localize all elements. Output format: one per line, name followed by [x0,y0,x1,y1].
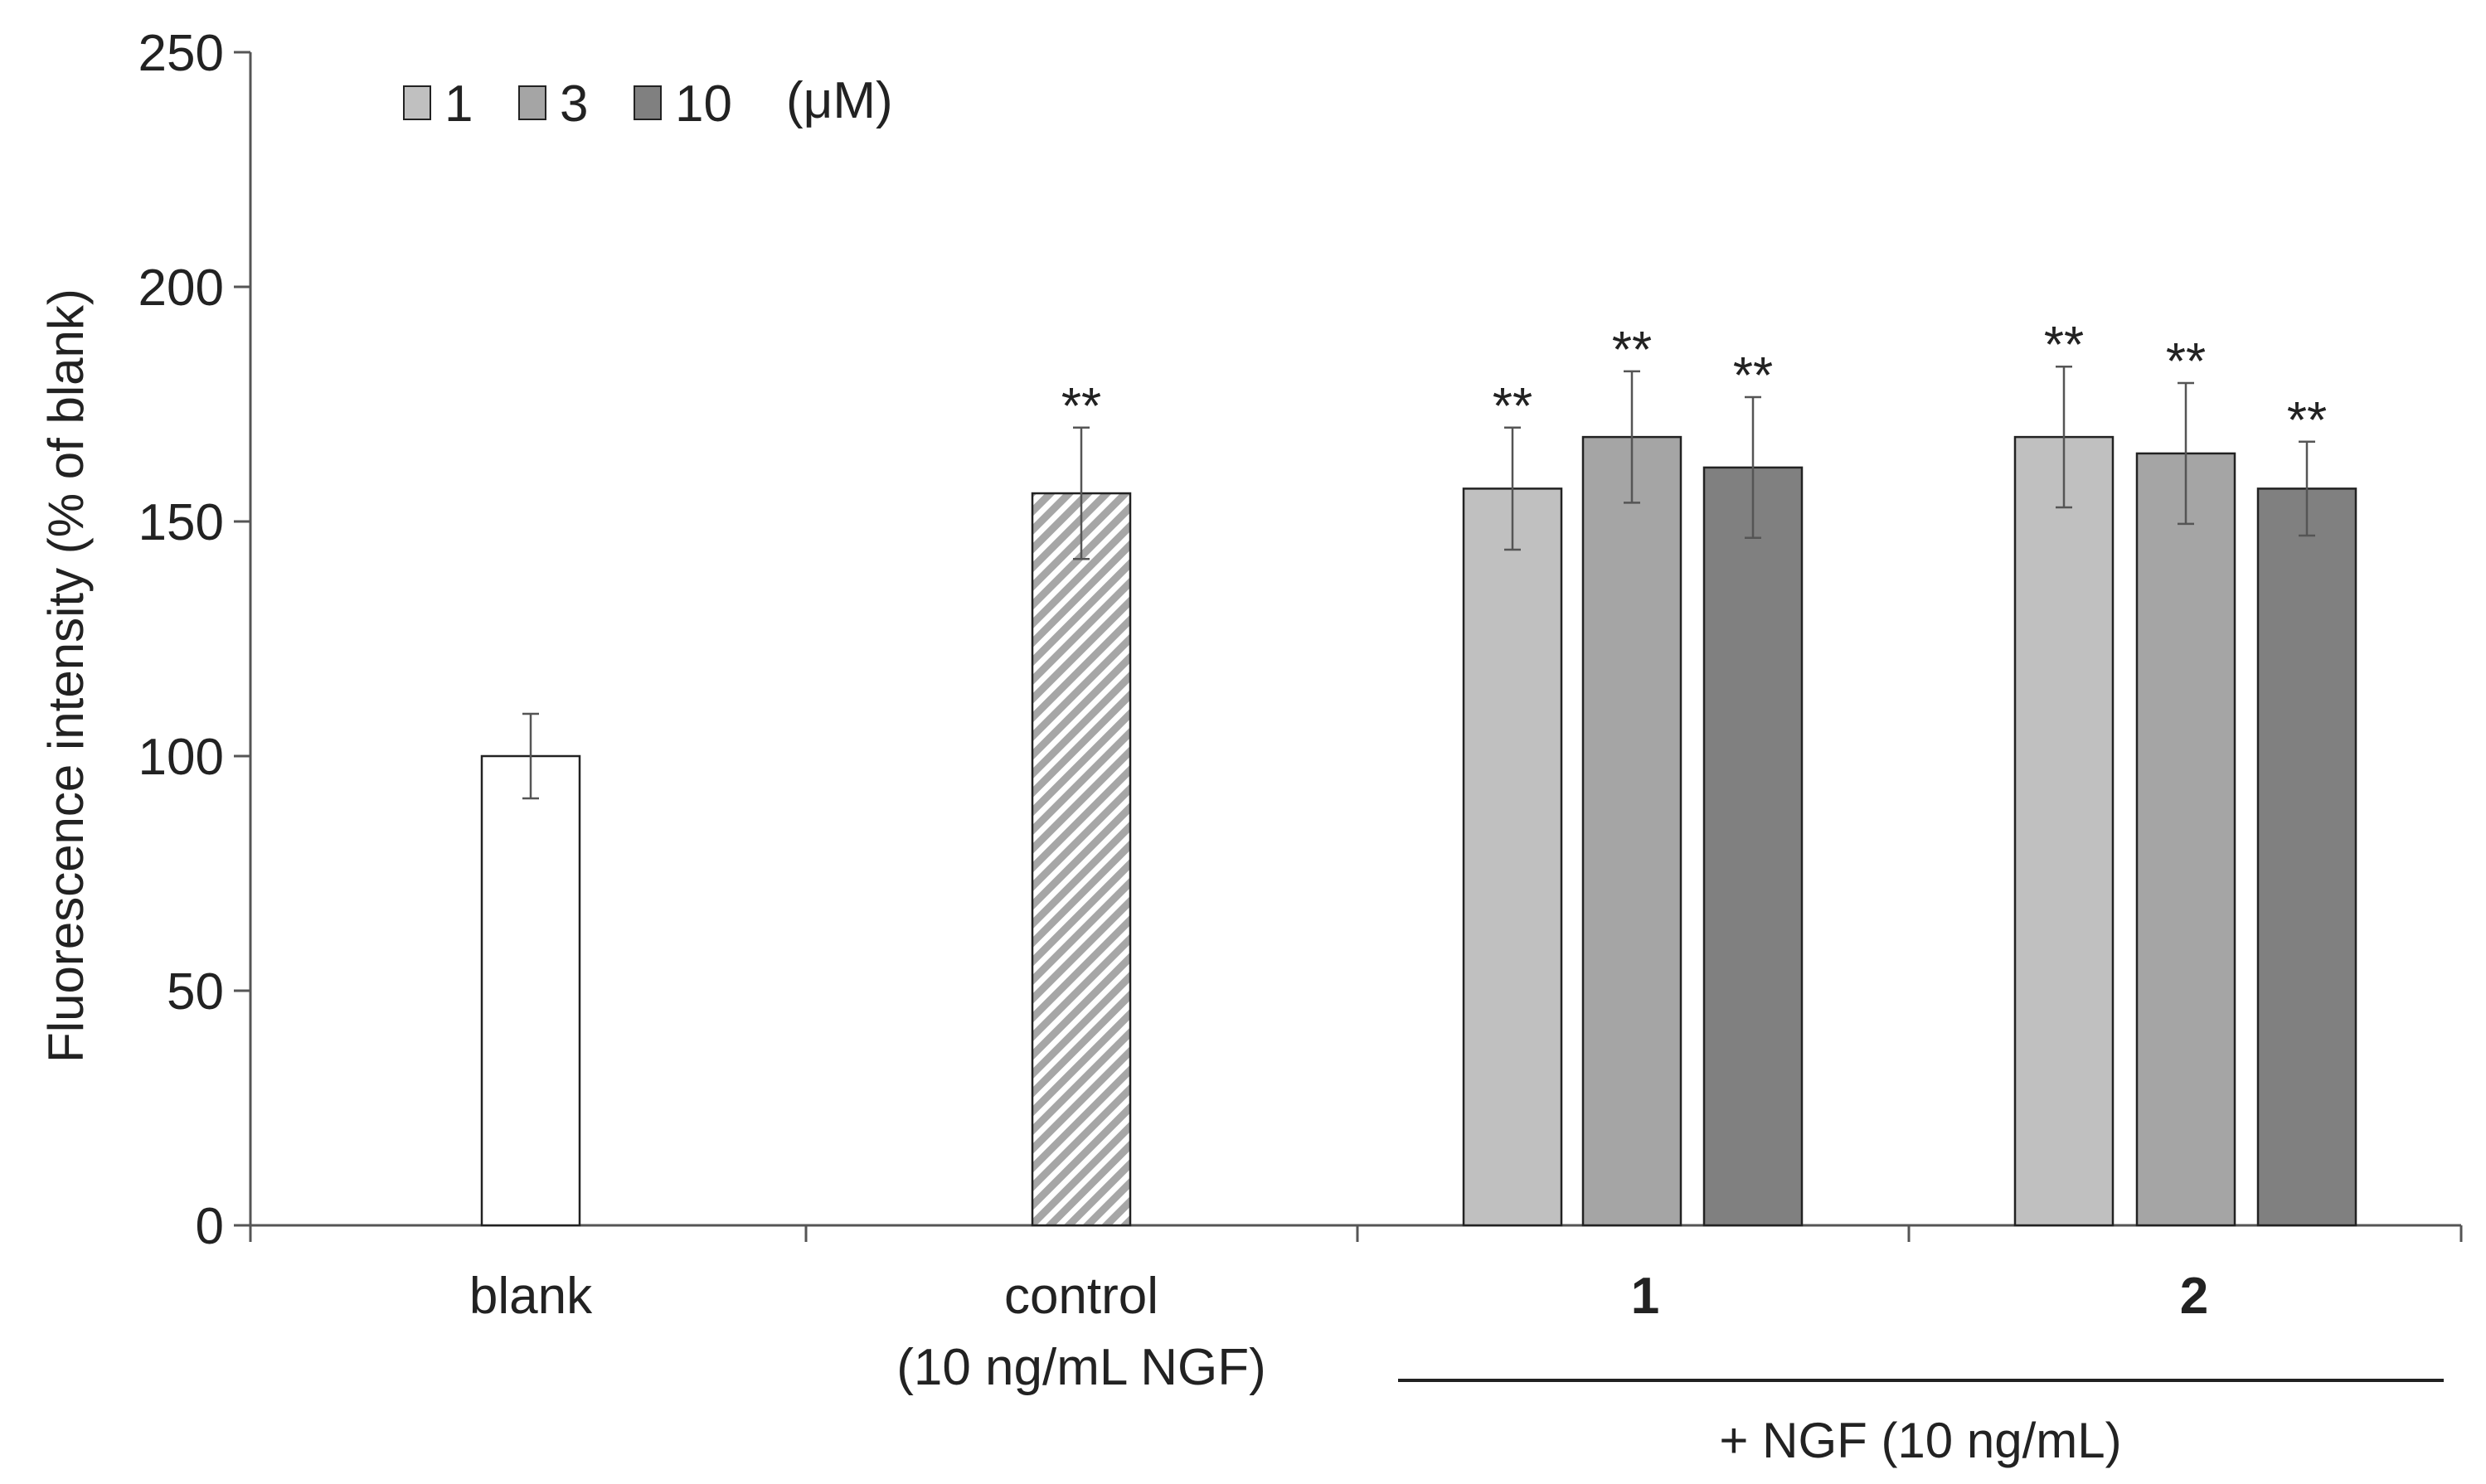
legend-label-3: 3 [560,75,588,133]
significance-marker: ** [1493,378,1532,435]
bar-blank-blank [480,754,581,1227]
y-tick-label: 150 [138,494,224,551]
x-axis: blank control (10 ng/mL NGF) 1 2 [249,1224,2463,1396]
x-tick-label: 2 [2180,1268,2208,1325]
legend-swatch-10 [634,85,662,120]
y-axis-label: Fluorescence intensity (% of blank) [38,289,94,1063]
x-tick-label: blank [469,1268,593,1325]
bar-2-1 [2013,435,2115,1227]
legend-swatch-1 [403,85,431,120]
significance-annotations: ** ** ** ** ** ** ** [1061,317,2327,449]
legend-label-10: 10 [675,75,732,133]
bar-2-10 [2256,487,2357,1227]
bar-control-control [1031,492,1132,1227]
legend-swatch-3 [518,85,546,120]
legend-unit: (μM) [786,72,893,129]
y-tick-label: 100 [138,729,224,786]
y-axis: 0 50 100 150 200 250 [138,25,252,1255]
y-tick-label: 50 [167,963,224,1021]
x-tick-label: control [1004,1268,1158,1325]
legend: 1 3 10 (μM) [403,72,893,133]
bars [480,435,2357,1227]
significance-marker: ** [1061,378,1101,435]
significance-marker: ** [2044,317,2084,374]
y-tick-label: 250 [138,25,224,82]
ngf-group-bracket: + NGF (10 ng/mL) [1398,1379,2444,1468]
bar-1-10 [1702,466,1804,1227]
significance-marker: ** [1612,322,1652,379]
y-tick-label: 200 [138,259,224,317]
significance-marker: ** [1733,347,1773,405]
x-tick-sublabel: (10 ng/mL NGF) [896,1339,1266,1396]
bar-2-3 [2135,452,2236,1227]
bar-1-3 [1581,435,1682,1227]
error-bars [522,365,2315,800]
legend-label-1: 1 [444,75,473,133]
significance-marker: ** [2287,392,2327,449]
bracket-label: + NGF (10 ng/mL) [1719,1413,2121,1468]
y-tick-label: 0 [196,1198,224,1255]
x-tick-label: 1 [1631,1268,1659,1325]
significance-marker: ** [2166,333,2206,390]
bar-1-1 [1462,487,1563,1227]
